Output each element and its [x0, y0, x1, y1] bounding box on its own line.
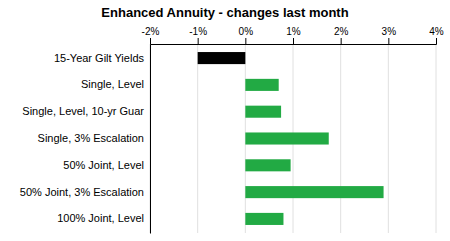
y-axis: 15-Year Gilt Yields Single, Level Single, …	[20, 45, 151, 234]
bar	[245, 159, 290, 171]
chart: -2% -1% 0% 1% 2% 3% 4% 15-Year Gilt Yields Singl…	[0, 0, 450, 241]
x-tick-mark	[150, 38, 151, 44]
axis-domain	[151, 38, 437, 45]
y-tick-label: Single, Level, 10-yr Guar	[22, 105, 144, 117]
bar	[245, 106, 281, 118]
y-tick: 15-Year Gilt Yields	[54, 52, 145, 64]
plot: -2% -1% 0% 1% 2% 3% 4% 15-Year Gilt Yields Singl…	[20, 26, 444, 234]
x-tick-mark	[388, 38, 389, 44]
bar	[245, 186, 383, 198]
x-tick-label: 2%	[334, 26, 349, 37]
title: Enhanced Annuity - changes last month	[101, 5, 348, 20]
grid-line	[197, 44, 198, 233]
grid-line	[436, 44, 437, 233]
grid	[150, 44, 436, 233]
x-tick: 3%	[382, 26, 397, 44]
y-tick-label: 50% Joint, 3% Escalation	[20, 186, 144, 198]
y-tick: Single, 3% Escalation	[38, 132, 144, 144]
y-tick-label: Single, Level	[81, 78, 144, 90]
x-tick: 2%	[334, 26, 349, 44]
x-tick-mark	[198, 38, 199, 44]
grid-line	[150, 44, 151, 233]
x-tick-mark	[436, 38, 437, 44]
bar	[198, 52, 246, 64]
bar	[245, 79, 278, 91]
bar	[245, 213, 283, 225]
y-tick-label: 15-Year Gilt Yields	[54, 52, 145, 64]
y-tick-label: 100% Joint, Level	[57, 212, 144, 224]
x-tick-label: 1%	[286, 26, 301, 37]
x-tick: 1%	[286, 26, 301, 44]
x-tick: 4%	[429, 26, 444, 44]
x-tick: 0%	[239, 26, 254, 44]
x-axis: -2% -1% 0% 1% 2% 3% 4%	[142, 26, 444, 45]
x-tick-mark	[341, 38, 342, 44]
y-tick: 50% Joint, 3% Escalation	[20, 186, 144, 198]
y-tick: 100% Joint, Level	[57, 212, 144, 224]
y-tick: Single, Level, 10-yr Guar	[22, 105, 144, 117]
grid-line	[340, 44, 341, 233]
y-tick: Single, Level	[81, 78, 144, 90]
bar	[245, 132, 328, 144]
bars	[198, 52, 384, 225]
x-tick: -1%	[189, 26, 207, 44]
x-tick-label: 3%	[382, 26, 397, 37]
axis-domain	[150, 45, 151, 234]
x-tick-mark	[293, 38, 294, 44]
grid-line	[388, 44, 389, 233]
y-tick: 50% Joint, Level	[63, 159, 144, 171]
y-tick-label: Single, 3% Escalation	[38, 132, 144, 144]
x-tick-label: 4%	[429, 26, 444, 37]
x-tick-label: -1%	[189, 26, 207, 37]
x-tick-label: 0%	[239, 26, 254, 37]
x-tick: -2%	[142, 26, 160, 44]
x-tick-label: -2%	[142, 26, 160, 37]
x-tick-mark	[245, 38, 246, 44]
y-tick-label: 50% Joint, Level	[63, 159, 144, 171]
